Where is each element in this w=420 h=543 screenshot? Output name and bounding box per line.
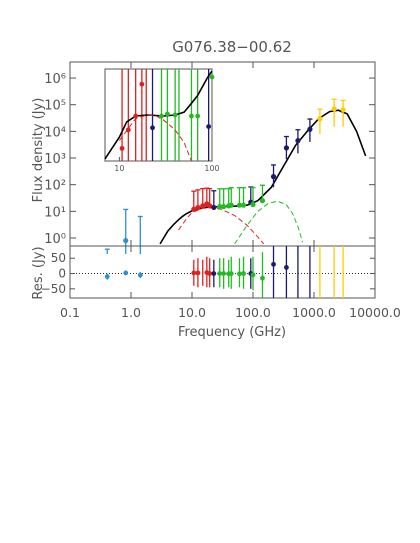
residual-data-point-16	[260, 275, 265, 281]
residual-data-point-4	[195, 270, 201, 276]
main-data-point-1-0	[191, 206, 197, 212]
main-data-point-1-2	[200, 203, 206, 209]
inset-data-point-7	[172, 112, 178, 118]
main-data-point-3-1	[221, 204, 227, 210]
x-axis-label: Frequency (GHz)	[178, 325, 286, 340]
residual-data-point-12	[237, 271, 242, 277]
inset-data-point-4	[150, 125, 155, 131]
inset-data-point-10	[206, 124, 212, 129]
x-tick-label: 0.1	[60, 305, 80, 320]
main-data-point-4-0	[317, 116, 323, 122]
main-data-point-2-4	[295, 138, 301, 144]
inset-panel: 10 100	[104, 68, 220, 173]
main-data-point-3-0	[217, 204, 223, 210]
residual-y-tick-label: 0	[58, 267, 66, 281]
main-model-curve-0	[159, 109, 367, 245]
main-y-tick-label: 10¹	[44, 205, 66, 220]
main-data-point-3-6	[250, 201, 256, 208]
x-tick-label: 10.0	[178, 305, 206, 320]
x-tick-label: 100.0	[235, 305, 271, 320]
main-data-point-4-1	[331, 106, 337, 112]
residual-data-point-9	[221, 271, 227, 276]
residual-data-point-8	[217, 271, 223, 276]
main-data-point-2-0	[211, 204, 217, 211]
inset-x-tick-label: 100	[204, 164, 219, 173]
x-tick-label: 1.0	[121, 305, 141, 320]
main-y-tick-label: 10⁰	[44, 232, 66, 247]
residual-data-point-1	[123, 270, 129, 276]
residual-y-axis-label: Res. (Jy)	[31, 246, 46, 299]
main-model-curve-1	[178, 207, 265, 245]
x-tick-label: 10000.0	[349, 305, 401, 320]
inset-data-point-0	[119, 145, 125, 151]
inset-data-point-3	[139, 81, 145, 87]
inset-frame	[104, 68, 213, 162]
residual-data-point-7	[211, 271, 217, 276]
inset-data-point-2	[133, 113, 139, 119]
main-y-tick-label: 10⁴	[44, 125, 66, 140]
main-data-point-2-3	[283, 145, 290, 151]
residual-data-point-13	[241, 271, 246, 276]
main-data-point-3-5	[240, 202, 247, 208]
residual-data-point-0	[104, 274, 110, 279]
main-data-point-2-5	[307, 126, 313, 132]
main-data-point-3-3	[228, 202, 234, 208]
residual-y-tick-label: −50	[41, 282, 66, 296]
main-data-point-4-2	[340, 107, 346, 113]
inset-model-curve-1	[118, 114, 192, 162]
residual-data-point-18	[284, 265, 289, 270]
main-y-tick-label: 10⁵	[44, 99, 66, 114]
residual-data-point-17	[271, 261, 276, 267]
main-data-point-3-4	[236, 202, 243, 208]
inset-data-point-6	[164, 111, 170, 117]
main-model-curve-2	[234, 200, 304, 245]
x-tick-label: 1000.0	[292, 305, 336, 320]
main-data-point-3-7	[259, 198, 266, 204]
residual-panel: −500 50 0.1 1.0 10.0 100.0 1000.0 10000.0	[41, 245, 401, 320]
residual-data-point-2	[137, 272, 143, 278]
main-y-tick-label: 10⁶	[44, 72, 66, 87]
inset-data-point-1	[125, 127, 131, 133]
inset-data-point-8	[189, 113, 194, 119]
inset-x-tick-label: 10	[114, 164, 124, 173]
main-data-point-0-1	[123, 237, 129, 244]
main-y-tick-label: 10²	[44, 179, 66, 194]
main-y-tick-label: 10³	[44, 152, 66, 167]
inset-data-point-11	[209, 74, 215, 80]
residual-data-point-3	[191, 270, 197, 276]
main-data-point-2-2	[270, 174, 277, 180]
inset-data-point-9	[195, 113, 201, 119]
main-y-axis-label: Flux density (Jy)	[31, 98, 46, 203]
main-data-point-1-1	[195, 204, 201, 211]
chart-title: G076.38−00.62	[172, 38, 292, 56]
residual-data-point-6	[207, 271, 213, 276]
residual-data-point-11	[228, 271, 234, 276]
residual-data-point-15	[250, 272, 256, 278]
residual-y-tick-label: 50	[51, 251, 66, 265]
main-data-point-1-4	[207, 203, 213, 209]
residual-plot-frame	[69, 245, 376, 299]
inset-data-point-5	[159, 113, 164, 119]
